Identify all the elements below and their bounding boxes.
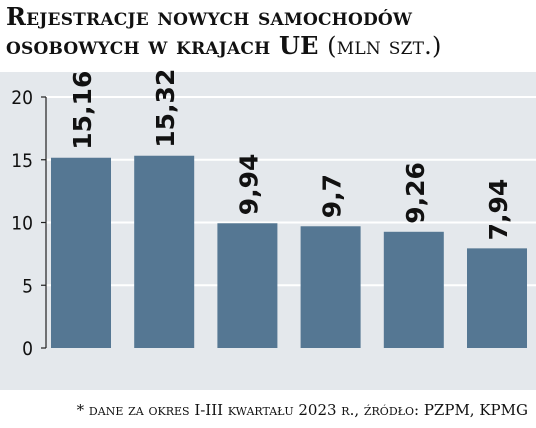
y-tick-label: 15	[11, 150, 33, 172]
bar	[51, 157, 111, 348]
bar	[467, 248, 527, 348]
bar	[217, 223, 278, 348]
y-tick-label: 10	[11, 213, 33, 235]
bar-value-label: 15,32	[151, 69, 180, 148]
bar-value-label: 15,16	[68, 71, 97, 150]
chart-unit: (mln szt.)	[327, 32, 442, 60]
y-tick-label: 0	[22, 338, 33, 360]
footnote: * dane za okres I-III kwartału 2023 r., …	[76, 401, 528, 419]
bar-value-label: 9,26	[401, 162, 430, 224]
y-tick-label: 20	[11, 87, 33, 109]
chart-title-text: Rejestracje nowych samochodów osobowych …	[6, 2, 413, 60]
bar-value-label: 7,94	[484, 179, 513, 241]
y-tick-label: 5	[22, 275, 33, 297]
chart-title: Rejestracje nowych samochodów osobowych …	[6, 2, 531, 61]
bar	[383, 231, 444, 348]
bar	[300, 226, 361, 348]
bar-value-label: 9,7	[318, 174, 347, 218]
bar-value-label: 9,94	[234, 154, 263, 216]
bar	[134, 155, 195, 348]
